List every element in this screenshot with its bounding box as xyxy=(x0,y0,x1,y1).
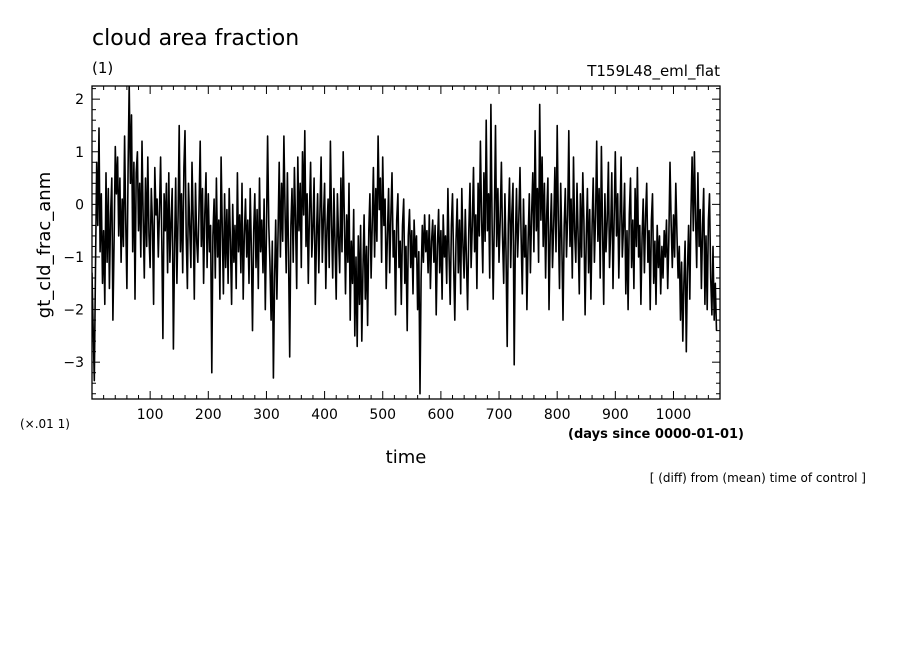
x-tick-label: 700 xyxy=(486,407,513,423)
y-axis: −3 −2 −1 0 1 2 xyxy=(63,88,720,395)
x-tick-label: 400 xyxy=(311,407,338,423)
x-tick-label: 100 xyxy=(137,407,164,423)
x-tick-label: 500 xyxy=(369,407,396,423)
series-line xyxy=(92,86,718,395)
run-label: T159L48_eml_flat xyxy=(586,62,720,81)
y-tick-label: 1 xyxy=(75,145,84,161)
x-axis-label: time xyxy=(386,447,427,468)
x-axis: 100 200 300 400 500 600 700 800 900 1000 xyxy=(91,86,721,423)
y-tick-label: 0 xyxy=(75,197,84,213)
y-tick-label: −3 xyxy=(63,355,84,371)
x-tick-label: 1000 xyxy=(656,407,692,423)
x-tick-label: 900 xyxy=(602,407,629,423)
x-tick-label: 600 xyxy=(428,407,455,423)
y-scale-note: (×.01 1) xyxy=(20,417,70,431)
y-axis-label: gt_cld_frac_anm xyxy=(34,172,55,318)
y-tick-label: −2 xyxy=(63,303,84,319)
x-tick-label: 300 xyxy=(253,407,280,423)
x-units-label: (days since 0000-01-01) xyxy=(568,427,744,442)
y-tick-label: −1 xyxy=(63,250,84,266)
chart-title: cloud area fraction xyxy=(92,26,299,51)
comparison-note: [ (diff) from (mean) time of control ] xyxy=(650,471,866,485)
y-tick-label: 2 xyxy=(75,92,84,108)
x-tick-label: 800 xyxy=(544,407,571,423)
x-tick-label: 200 xyxy=(195,407,222,423)
units-label: (1) xyxy=(92,59,113,77)
